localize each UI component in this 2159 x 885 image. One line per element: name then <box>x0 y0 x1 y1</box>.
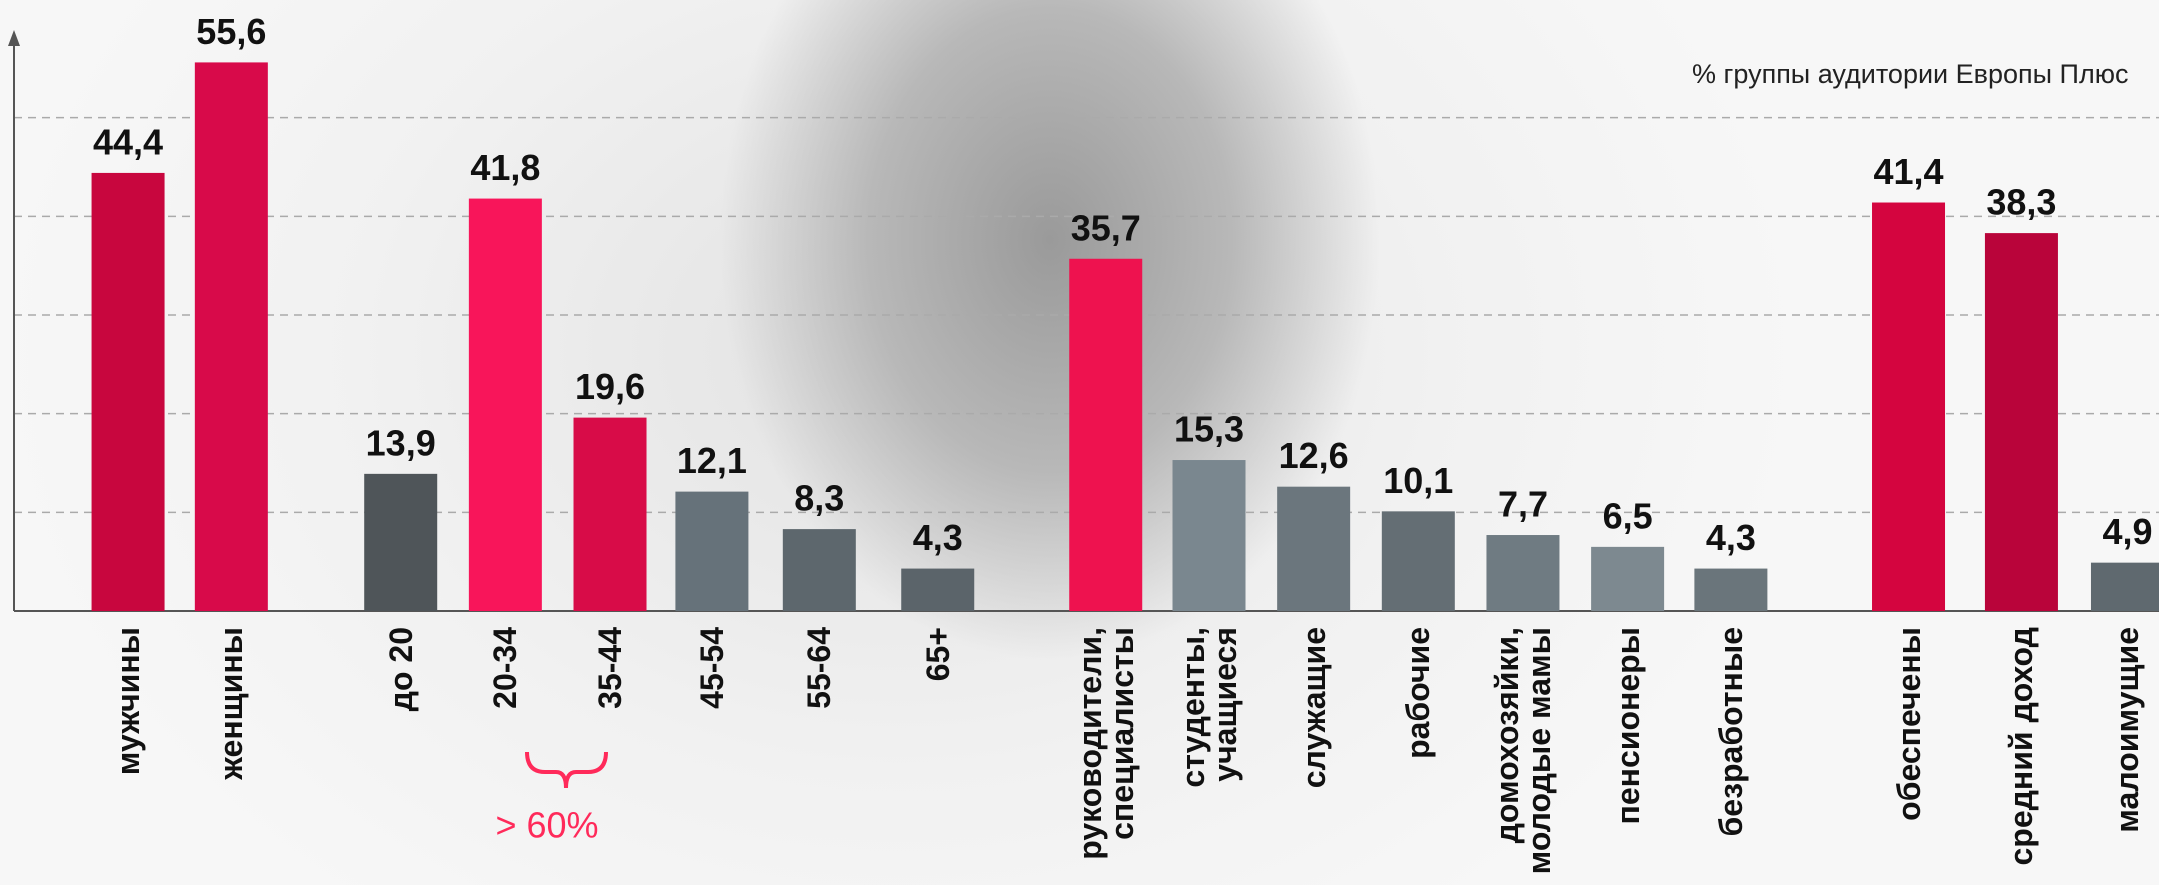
bar <box>1277 486 1351 611</box>
value-label: 4,3 <box>913 517 963 558</box>
x-tick-label: 65+ <box>919 627 956 682</box>
subtitle: % группы аудитории Европы Плюс <box>1692 59 2128 89</box>
value-label: 41,4 <box>1873 151 1943 192</box>
x-tick-label: женщины <box>213 627 250 780</box>
value-label: 15,3 <box>1174 409 1244 450</box>
bar <box>1172 460 1246 611</box>
x-tick-label: домохозяйки, молодые мамы <box>1488 627 1557 875</box>
x-tick-label: безработные <box>1712 627 1749 837</box>
value-label: 8,3 <box>794 478 844 519</box>
bar <box>1984 233 2058 611</box>
brace <box>525 751 608 789</box>
value-label: 44,4 <box>93 121 163 162</box>
bar <box>1486 535 1560 611</box>
bar <box>364 473 438 611</box>
bar <box>901 568 975 611</box>
value-label: 19,6 <box>575 366 645 407</box>
bar <box>675 491 749 611</box>
value-label: 13,9 <box>366 422 436 463</box>
bar <box>2090 562 2159 611</box>
x-tick-label: малоимущие <box>2109 627 2146 833</box>
value-label: 38,3 <box>1986 182 2056 223</box>
bar <box>782 529 856 611</box>
value-label: 10,1 <box>1383 460 1453 501</box>
value-label: 4,3 <box>1706 517 1756 558</box>
x-tick-label: средний доход <box>2003 627 2040 866</box>
bar <box>1872 202 1946 611</box>
axis-arrow <box>8 30 20 46</box>
x-tick-label: мужчины <box>110 627 147 776</box>
bar <box>1069 258 1143 611</box>
value-label: 55,6 <box>196 11 266 52</box>
value-label: 4,9 <box>2102 511 2152 552</box>
x-tick-label: обеспечены <box>1890 627 1927 821</box>
bar <box>468 198 542 611</box>
x-tick-label: рабочие <box>1400 627 1437 759</box>
bar <box>1694 568 1768 611</box>
bar <box>91 172 165 612</box>
value-label: 6,5 <box>1603 495 1653 536</box>
bar <box>1381 511 1455 611</box>
annotation: > 60% <box>495 805 598 846</box>
value-label: 7,7 <box>1498 484 1548 525</box>
value-label: 12,6 <box>1279 435 1349 476</box>
value-label: 35,7 <box>1071 207 1141 248</box>
bar <box>573 417 647 611</box>
x-tick-label: 20-34 <box>487 627 524 709</box>
value-label: 12,1 <box>677 440 747 481</box>
bar <box>1591 546 1665 611</box>
x-tick-label: пенсионеры <box>1609 627 1646 825</box>
x-tick-label: служащие <box>1295 627 1332 789</box>
x-tick-label: 45-54 <box>693 627 730 709</box>
x-tick-label: 55-64 <box>801 627 838 709</box>
x-tick-label: до 20 <box>382 627 419 712</box>
x-tick-label: студенты, учащиеся <box>1175 627 1243 788</box>
x-tick-label: 35-44 <box>592 627 628 709</box>
value-label: 41,8 <box>470 147 540 188</box>
x-tick-label: руководители, специалисты <box>1071 627 1140 860</box>
bar <box>194 62 268 612</box>
